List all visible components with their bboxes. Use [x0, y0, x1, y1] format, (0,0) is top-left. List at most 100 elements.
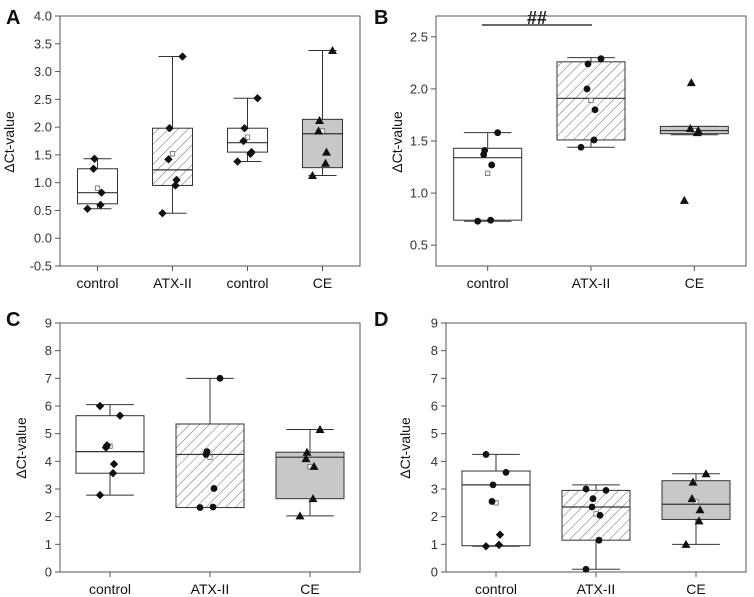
data-point — [108, 469, 118, 478]
panel-b: B ΔCt-value ## 0.5 1.0 1.5 2.0 2.5 control ATX… — [374, 7, 747, 291]
y-tick-label-d: 1 — [431, 537, 438, 552]
data-point — [482, 451, 490, 458]
category-label: ATX-II — [153, 275, 192, 291]
y-tick-label-c: 9 — [45, 316, 52, 331]
category-label: control — [226, 275, 268, 291]
data-point — [502, 469, 510, 476]
panel-label-c: C — [6, 309, 20, 331]
category-label: ATX-II — [191, 581, 230, 597]
data-point — [588, 503, 596, 511]
category-label: control — [89, 581, 131, 597]
data-point — [495, 530, 505, 539]
mean-marker — [94, 185, 101, 191]
box-group-a-0: control — [76, 154, 119, 291]
y-tick-label-c: 5 — [45, 426, 52, 441]
y-tick-label-d: 4 — [431, 454, 438, 469]
data-point — [315, 425, 325, 434]
data-point — [582, 565, 590, 573]
data-point — [688, 477, 698, 486]
data-point — [102, 441, 112, 450]
data-point — [694, 516, 704, 525]
y-tick-label-c: 2 — [45, 509, 52, 524]
mean-marker — [485, 170, 491, 176]
data-point — [596, 511, 604, 519]
data-point — [328, 45, 337, 54]
y-axis-label-a: ΔCt-value — [1, 111, 17, 173]
data-point — [687, 494, 697, 503]
category-label: ATX-II — [577, 581, 616, 597]
data-point — [488, 161, 496, 169]
plot-frame-a — [59, 15, 361, 267]
data-point — [210, 485, 218, 492]
significance-annotation-b: ## — [527, 8, 547, 28]
y-tick-label-c: 8 — [45, 343, 52, 358]
y-tick-label-a: 4.0 — [34, 9, 52, 24]
data-point — [489, 481, 497, 489]
data-point — [494, 540, 504, 550]
data-point — [686, 78, 696, 87]
y-tick-label-b: 1.5 — [410, 134, 428, 149]
data-point — [595, 536, 603, 544]
data-point — [239, 136, 248, 146]
data-point — [679, 195, 689, 204]
box — [152, 127, 193, 186]
y-tick-label-d: 5 — [431, 426, 438, 441]
y-tick-label-c: 6 — [45, 399, 52, 414]
y-tick-label-d: 0 — [431, 565, 438, 580]
box-group-d-0: control — [461, 451, 531, 597]
data-point — [90, 154, 99, 163]
data-point — [196, 504, 204, 511]
data-point — [591, 106, 599, 114]
category-label: control — [475, 581, 517, 597]
y-tick-label-a: 0.5 — [34, 203, 52, 218]
panel-a: A ΔCt-value -0.5 0.0 0.5 1.0 1.5 2.0 2.5 3.0 3.5… — [1, 7, 361, 291]
panel-label-a: A — [6, 7, 20, 29]
y-tick-label-a: 2.0 — [34, 120, 52, 135]
data-point — [583, 85, 591, 93]
data-point — [240, 124, 249, 133]
data-point — [233, 157, 242, 166]
data-point — [602, 486, 610, 494]
data-point — [681, 539, 691, 548]
data-point — [95, 490, 105, 500]
box-group-b-2: CE — [659, 78, 729, 291]
y-tick-label-d: 7 — [431, 371, 438, 386]
data-point — [685, 124, 695, 132]
data-point — [597, 55, 605, 63]
data-point — [89, 164, 98, 173]
data-point — [321, 158, 330, 167]
data-point — [693, 126, 703, 135]
y-axis-label-d: ΔCt-value — [397, 417, 413, 479]
data-point — [115, 411, 125, 420]
y-tick-label-c: 0 — [45, 565, 52, 580]
plot-c: 0 1 2 3 4 5 6 7 8 9 control ATX-II CE — [45, 316, 361, 597]
y-tick-label-c: 4 — [45, 454, 52, 469]
data-point — [295, 511, 305, 520]
y-tick-label-a: 1.0 — [34, 175, 52, 190]
data-point — [314, 126, 323, 135]
data-point — [95, 401, 105, 411]
data-point — [308, 494, 318, 503]
mean-marker — [244, 134, 251, 140]
y-tick-label-b: 2.0 — [410, 81, 428, 96]
data-point — [83, 204, 92, 213]
box-group-d-2: CE — [661, 469, 731, 597]
category-label: control — [76, 275, 118, 291]
y-tick-label-c: 3 — [45, 482, 52, 497]
data-point — [481, 146, 489, 154]
y-tick-label-d: 9 — [431, 316, 438, 331]
y-tick-label-b: 2.5 — [410, 29, 428, 44]
data-point — [695, 505, 705, 514]
data-point — [577, 143, 585, 151]
data-point — [589, 495, 597, 503]
data-point — [247, 147, 256, 157]
box-group-c-0: control — [75, 401, 145, 597]
box-group-c-2: CE — [275, 425, 345, 597]
panel-label-b: B — [374, 7, 388, 29]
data-point — [315, 115, 324, 124]
y-tick-label-a: -0.5 — [30, 259, 52, 274]
y-axis-label-c: ΔCt-value — [13, 417, 29, 479]
y-tick-label-a: 3.0 — [34, 64, 52, 79]
y-tick-label-a: 0.0 — [34, 231, 52, 246]
box — [453, 147, 523, 221]
